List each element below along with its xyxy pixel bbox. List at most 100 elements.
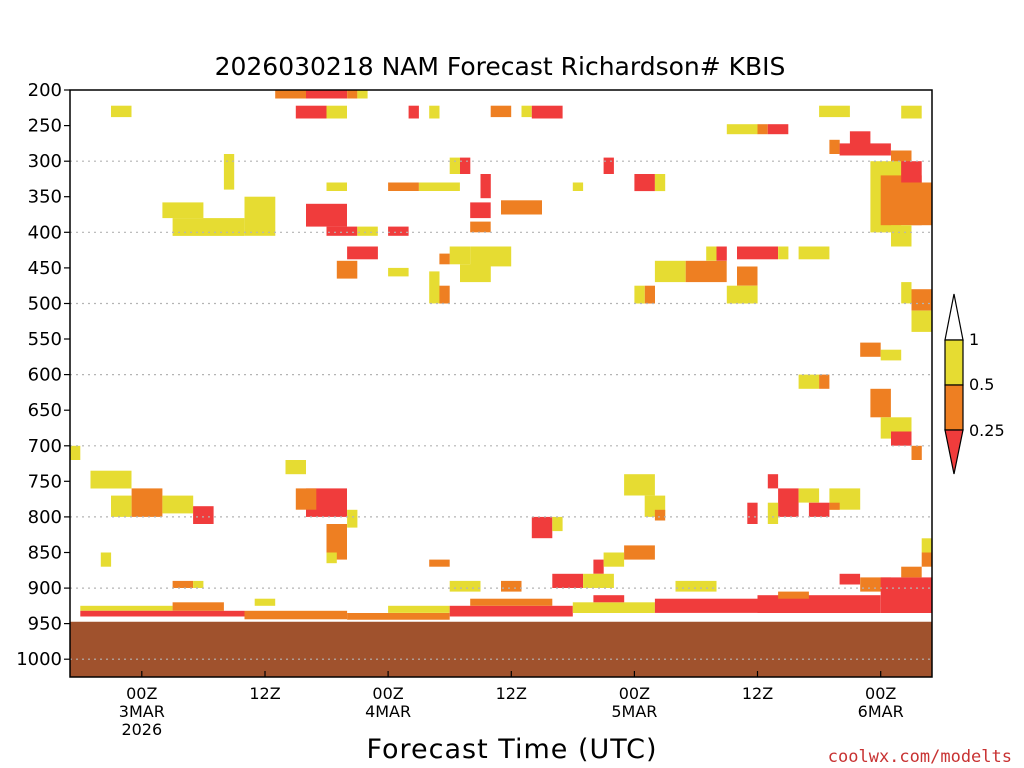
ri-cell	[798, 374, 820, 389]
ri-cell	[429, 559, 450, 567]
ri-cell	[583, 573, 614, 588]
ri-cell	[285, 460, 306, 475]
ri-cell	[193, 580, 204, 588]
ri-cell	[347, 246, 378, 260]
ri-cell	[706, 246, 717, 261]
ri-cell	[326, 552, 337, 564]
ri-cell	[111, 495, 132, 517]
ri-cell	[470, 246, 512, 267]
ri-cell	[306, 90, 347, 99]
ri-cell	[880, 577, 932, 613]
ri-cell	[911, 445, 922, 460]
ri-cell	[552, 573, 584, 588]
ri-cell	[388, 182, 419, 191]
ri-cell	[716, 246, 727, 261]
ri-cell	[326, 524, 347, 560]
ri-cell	[778, 591, 809, 599]
ri-cell	[654, 174, 666, 192]
ri-cell	[336, 260, 358, 279]
ri-cell	[90, 470, 132, 489]
ri-cell	[490, 105, 512, 118]
ri-cell	[439, 253, 450, 265]
y-tick-label: 200	[28, 80, 62, 101]
ri-cell	[737, 246, 778, 260]
ri-cell	[757, 595, 881, 613]
ri-cell	[388, 267, 409, 277]
ri-cell	[244, 610, 348, 620]
legend-swatch-025-05	[944, 384, 964, 431]
ri-cell	[634, 174, 655, 192]
x-tick-label: 2026	[121, 720, 162, 739]
ri-cell	[808, 502, 830, 517]
ri-cell	[172, 218, 245, 236]
ri-cell	[531, 105, 563, 119]
ri-cell	[162, 202, 204, 219]
ri-cell	[593, 559, 604, 574]
ri-cell	[654, 509, 666, 521]
ri-cell	[326, 105, 347, 119]
y-tick-label: 400	[28, 222, 62, 243]
ri-cell	[747, 502, 758, 524]
ri-cell	[80, 605, 173, 611]
ri-cell	[839, 143, 891, 156]
ri-cell	[798, 488, 820, 503]
ri-cell	[449, 246, 471, 265]
ri-cell	[70, 445, 81, 460]
ri-cell	[326, 182, 347, 191]
plot-frame	[69, 89, 933, 678]
ri-cell	[654, 598, 758, 613]
ri-cell	[829, 502, 840, 510]
ri-cell	[757, 124, 768, 135]
x-tick-label: 3MAR	[119, 702, 165, 721]
ri-cell	[778, 246, 789, 260]
ri-cell	[521, 105, 532, 118]
ri-cell	[819, 374, 830, 389]
y-tick-label: 550	[28, 329, 62, 350]
ri-cell	[326, 226, 358, 236]
plot-background	[70, 90, 932, 677]
ri-cell	[870, 388, 891, 418]
ri-cell	[901, 566, 922, 578]
ri-cell	[449, 580, 481, 592]
ri-cell	[819, 105, 850, 118]
ri-cell	[449, 157, 460, 174]
y-tick-label: 450	[28, 258, 62, 279]
legend-top-arrow	[944, 293, 964, 341]
chart-title: 2026030218 NAM Forecast Richardson# KBIS	[215, 52, 786, 81]
y-tick-label: 600	[28, 365, 62, 386]
ri-cell	[572, 602, 655, 613]
legend-label: 1	[969, 330, 979, 349]
ri-cell	[80, 610, 245, 617]
y-axis: 200 250 300 350 400 450 500 550 600 650 700 750 800 8…	[16, 80, 70, 670]
ri-cell	[501, 200, 542, 215]
ri-cell	[624, 545, 655, 560]
ri-cell	[480, 174, 491, 199]
y-tick-label: 300	[28, 151, 62, 172]
ri-cell	[306, 203, 347, 227]
ground-layer	[70, 619, 932, 677]
ri-cell	[603, 552, 625, 567]
legend-swatch-05-1	[944, 339, 964, 386]
ri-cell	[295, 105, 327, 119]
ri-cell	[603, 157, 614, 174]
ri-cell	[675, 580, 717, 592]
x-tick-label: 12Z	[742, 684, 773, 703]
ri-cell	[644, 285, 655, 304]
y-tick-label: 350	[28, 187, 62, 208]
x-tick-label: 6MAR	[858, 702, 904, 721]
ri-cell	[460, 157, 471, 174]
ri-cell	[778, 488, 799, 517]
ri-cell	[223, 154, 235, 190]
ri-cell	[439, 285, 450, 304]
y-tick-label: 800	[28, 507, 62, 528]
ri-cell	[829, 139, 840, 154]
credit-link[interactable]: coolwx.com/modelts	[828, 747, 1012, 767]
y-tick-label: 250	[28, 116, 62, 137]
legend-label: 0.25	[969, 421, 1005, 440]
ri-cell	[901, 161, 922, 183]
ri-cell	[593, 595, 625, 603]
ri-cell	[172, 580, 194, 588]
ri-cell	[911, 182, 932, 226]
ri-cell	[254, 598, 276, 606]
